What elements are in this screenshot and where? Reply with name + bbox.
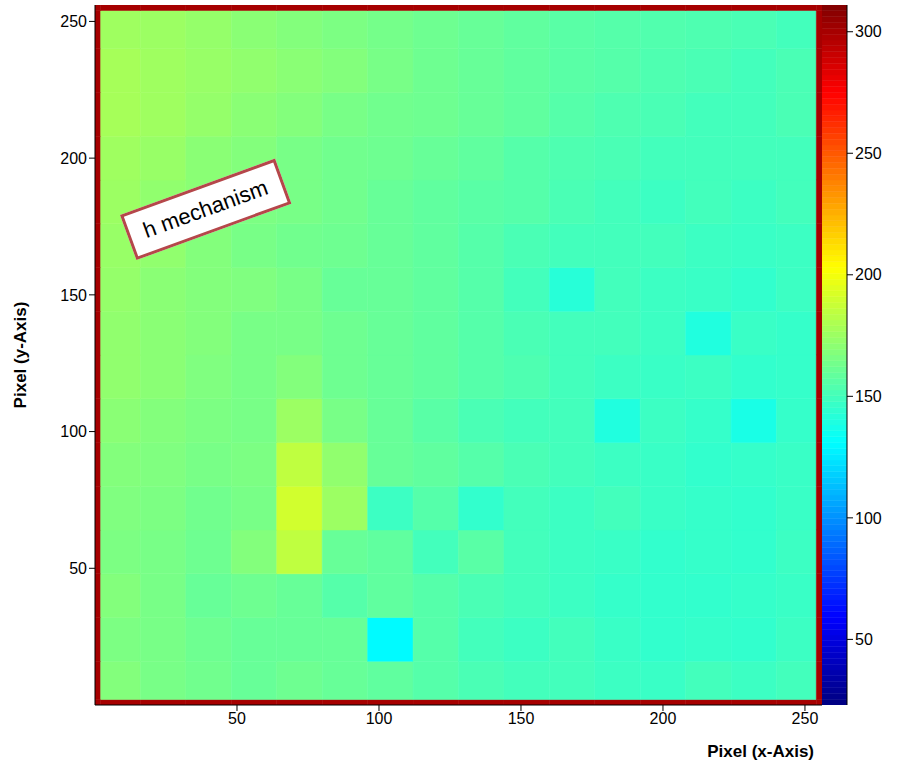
svg-text:150: 150: [60, 287, 87, 304]
svg-text:250: 250: [855, 145, 882, 162]
svg-text:250: 250: [60, 13, 87, 30]
svg-text:100: 100: [60, 423, 87, 440]
svg-text:100: 100: [855, 510, 882, 527]
svg-text:200: 200: [855, 266, 882, 283]
svg-text:200: 200: [650, 710, 677, 727]
svg-text:50: 50: [228, 710, 246, 727]
svg-text:100: 100: [366, 710, 393, 727]
html-text:h mechanism: h mechanism: [139, 174, 272, 243]
svg-text:200: 200: [60, 150, 87, 167]
svg-text:150: 150: [855, 388, 882, 405]
svg-text:Pixel (y-Axis): Pixel (y-Axis): [11, 302, 30, 409]
svg-text:Pixel (x-Axis): Pixel (x-Axis): [707, 742, 814, 761]
svg-text:50: 50: [69, 560, 87, 577]
svg-text:250: 250: [792, 710, 819, 727]
svg-text:50: 50: [855, 631, 873, 648]
svg-text:300: 300: [855, 23, 882, 40]
svg-text:150: 150: [508, 710, 535, 727]
